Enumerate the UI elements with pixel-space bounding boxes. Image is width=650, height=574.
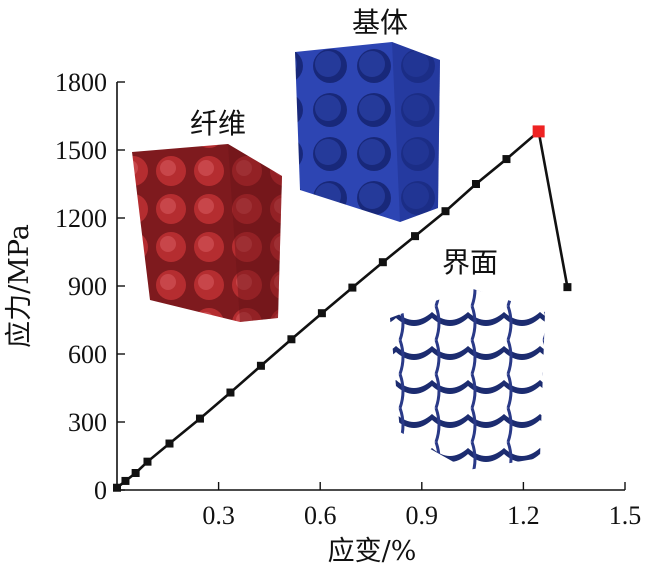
- y-tick-label: 0: [94, 476, 107, 505]
- y-tick-label: 600: [68, 340, 107, 369]
- x-tick-label: 0.9: [406, 501, 439, 530]
- fiber-model-image: [132, 144, 282, 322]
- data-point: [131, 469, 140, 477]
- peak-point: [532, 125, 545, 138]
- x-tick-label: 0.6: [304, 501, 337, 530]
- data-point: [411, 232, 420, 241]
- x-tick-label: 1.5: [609, 501, 642, 530]
- series-group: [113, 125, 572, 492]
- data-point: [287, 335, 296, 344]
- interface-label: 界面: [442, 246, 498, 279]
- data-point: [563, 283, 572, 292]
- data-point: [121, 476, 130, 485]
- data-point: [471, 180, 480, 188]
- matrix-model-image: [295, 42, 440, 222]
- data-point: [502, 155, 511, 164]
- y-ticks: 0 300 600 900 1200 1500 1800: [55, 68, 125, 505]
- data-point: [348, 283, 357, 292]
- y-tick-label: 1200: [55, 204, 107, 233]
- data-point: [378, 258, 387, 267]
- y-tick-label: 1500: [55, 136, 107, 165]
- x-tick-label: 1.2: [507, 501, 540, 530]
- y-tick-label: 900: [68, 272, 107, 301]
- data-point: [226, 388, 235, 397]
- data-point: [441, 207, 450, 216]
- matrix-label: 基体: [352, 6, 408, 39]
- x-ticks: 0.3 0.6 0.9 1.2 1.5: [202, 482, 641, 530]
- data-point: [113, 483, 121, 492]
- y-axis-label: 应力/MPa: [4, 224, 35, 348]
- data-point: [195, 414, 204, 423]
- y-tick-label: 300: [68, 408, 107, 437]
- x-tick-label: 0.3: [202, 501, 235, 530]
- data-point: [143, 457, 152, 466]
- data-point: [165, 439, 174, 448]
- fiber-label: 纤维: [190, 107, 246, 140]
- interface-model-image: [390, 288, 545, 470]
- y-tick-label: 1800: [55, 68, 107, 97]
- data-point: [317, 309, 326, 318]
- data-point: [256, 361, 265, 370]
- x-axis-label: 应变/%: [328, 536, 417, 567]
